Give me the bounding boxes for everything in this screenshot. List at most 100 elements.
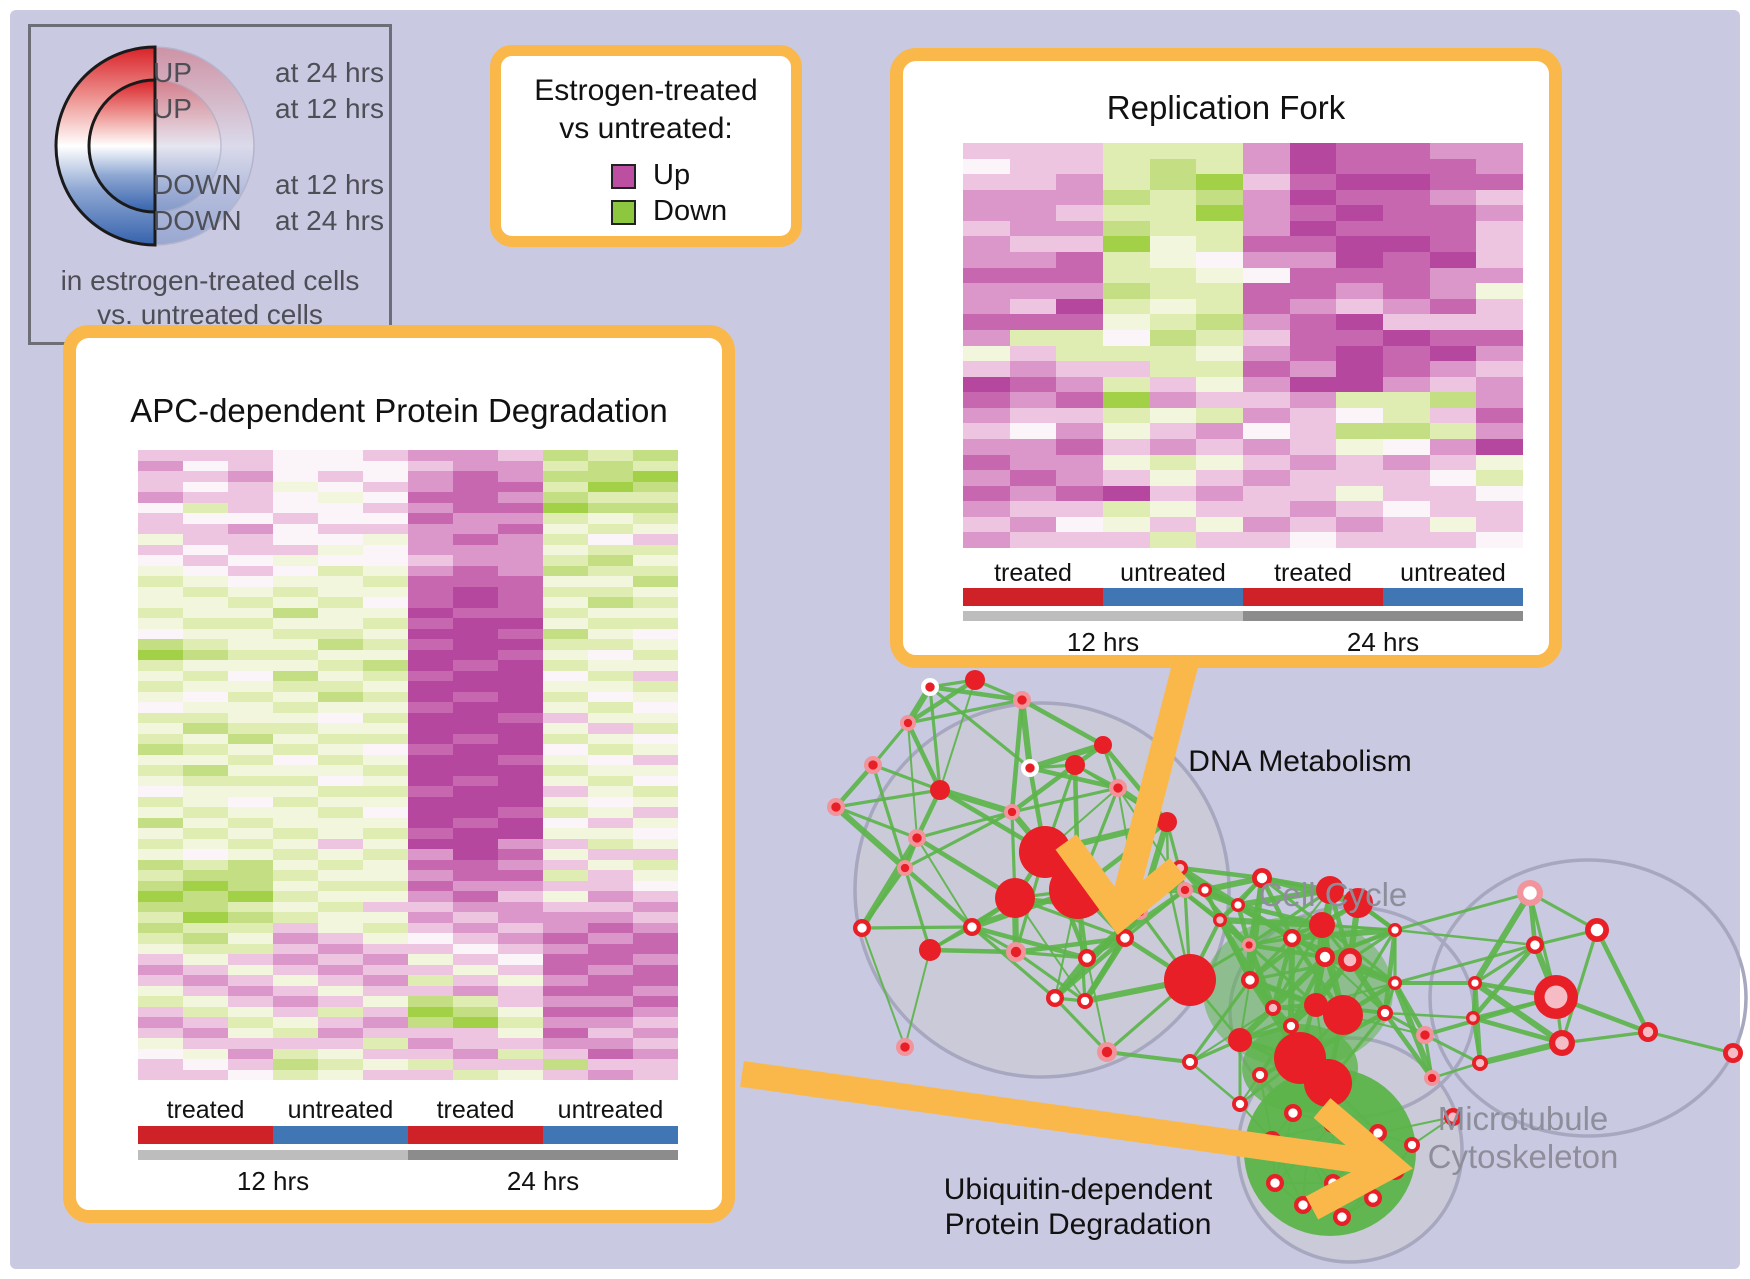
network-edge	[928, 686, 942, 791]
heatmap-cell	[1336, 361, 1383, 377]
inner-ring-solid-half	[87, 78, 157, 214]
heatmap-cell	[228, 681, 273, 692]
heatmap-cell	[408, 471, 453, 482]
heatmap-cell	[138, 523, 183, 534]
heatmap-cell	[363, 1038, 408, 1049]
heatmap-cell	[408, 586, 453, 597]
heatmap-cell	[588, 786, 633, 797]
heatmap-cell	[588, 849, 633, 860]
heatmap-cell	[408, 985, 453, 996]
heatmap-cell	[228, 828, 273, 839]
heatmap-cell	[543, 1038, 588, 1049]
network-edge	[1178, 866, 1251, 947]
node-core	[1025, 763, 1035, 773]
node-core	[1368, 1193, 1378, 1203]
heatmap-cell	[228, 1027, 273, 1038]
heatmap-cell	[498, 964, 543, 975]
heatmap-cell	[273, 502, 318, 513]
apc-panel: APC-dependent Protein Degradation treate…	[63, 325, 735, 1223]
heatmap-cell	[588, 513, 633, 524]
up-color-swatch	[611, 164, 636, 189]
heatmap-cell	[963, 438, 1010, 455]
network-node-wc	[1468, 976, 1482, 990]
heatmap-cell	[183, 565, 228, 576]
heatmap-cell	[1196, 189, 1243, 206]
heatmap-cell	[1149, 252, 1197, 268]
heatmap-cell	[1103, 205, 1150, 221]
heatmap-cell	[963, 470, 1010, 486]
heatmap-cell	[1383, 438, 1430, 455]
heatmap-cell	[408, 891, 453, 902]
heatmap-cell	[633, 502, 678, 513]
heatmap-cell	[318, 460, 363, 471]
heatmap-cell	[1289, 516, 1337, 533]
heatmap-cell	[453, 628, 498, 639]
heatmap-cell	[363, 681, 408, 692]
heatmap-cell	[1336, 158, 1383, 175]
node-core	[868, 760, 878, 770]
heatmap-cell	[363, 807, 408, 818]
node-core	[1050, 993, 1060, 1003]
network-node-hp	[1416, 1026, 1434, 1044]
heatmap-cell	[138, 628, 183, 639]
up-label: Up	[653, 159, 691, 191]
heatmap-cell	[1149, 407, 1197, 424]
node-core	[1287, 933, 1297, 943]
heatmap-cell	[588, 723, 633, 734]
heatmap-cell	[453, 565, 498, 576]
heatmap-cell	[633, 870, 678, 881]
heatmap-cell	[1103, 220, 1150, 237]
heatmap-cell	[498, 649, 543, 660]
heatmap-cell	[1196, 485, 1243, 502]
node-core	[1113, 783, 1123, 793]
heatmap-cell	[633, 954, 678, 965]
heatmap-cell	[1289, 407, 1337, 424]
heatmap-cell	[408, 660, 453, 671]
heatmap-cell	[453, 985, 498, 996]
node-core	[1120, 933, 1130, 943]
heatmap-cell	[363, 744, 408, 755]
heatmap-cell	[363, 817, 408, 828]
network-node-wc	[853, 919, 871, 937]
heatmap-cell	[408, 649, 453, 660]
heatmap-cell	[363, 1017, 408, 1028]
heatmap-cell	[183, 838, 228, 849]
heatmap-cell	[363, 660, 408, 671]
heatmap-cell	[1243, 298, 1290, 315]
node-core	[1255, 1070, 1265, 1080]
heatmap-cell	[273, 985, 318, 996]
network-node-wc	[1294, 1196, 1312, 1214]
heatmap-cell	[228, 954, 273, 965]
heatmap-cell	[1429, 267, 1477, 284]
heatmap-cell	[1476, 516, 1523, 533]
heatmap-cell	[453, 544, 498, 555]
heatmap-cell	[1429, 236, 1477, 253]
heatmap-cell	[588, 502, 633, 513]
heatmap-cell	[498, 838, 543, 849]
heatmap-cell	[498, 502, 543, 513]
node-outer	[1323, 995, 1363, 1035]
heatmap-cell	[453, 691, 498, 702]
heatmap-cell	[183, 681, 228, 692]
heatmap-cell	[633, 775, 678, 786]
heatmap-cell	[138, 996, 183, 1007]
network-edge	[833, 804, 908, 871]
heatmap-cell	[363, 954, 408, 965]
heatmap-cell	[273, 681, 318, 692]
microtubule-label: Microtubule Cytoskeleton	[1353, 1100, 1693, 1176]
heatmap-cell	[138, 723, 183, 734]
heatmap-cell	[1056, 252, 1103, 268]
heatmap-cell	[543, 576, 588, 587]
heatmap-cell	[318, 597, 363, 608]
heatmap-cell	[588, 702, 633, 713]
heatmap-cell	[588, 870, 633, 881]
heatmap-cell	[1056, 189, 1103, 206]
heatmap-cell	[183, 870, 228, 881]
heatmap-cell	[453, 670, 498, 681]
replication-time-labels: 12 hrs 24 hrs	[963, 627, 1523, 658]
network-node-wc	[1231, 898, 1245, 912]
heatmap-cell	[588, 933, 633, 944]
heatmap-cell	[318, 1017, 363, 1028]
replication-panel-title: Replication Fork	[1106, 89, 1346, 126]
heatmap-cell	[273, 796, 318, 807]
